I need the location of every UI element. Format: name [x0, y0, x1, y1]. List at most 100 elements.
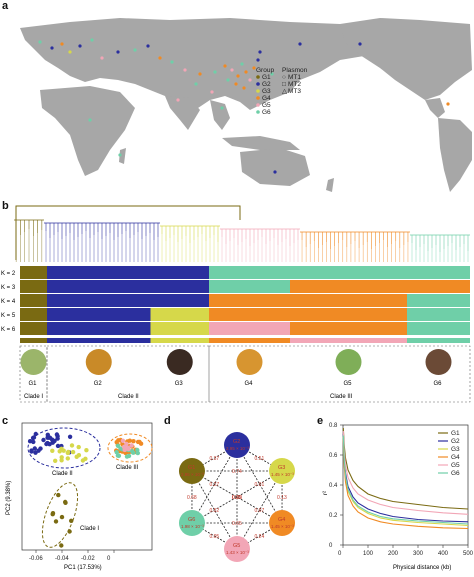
- legend-plasmon-symbol: △: [282, 88, 287, 95]
- k-label: K = 3: [1, 285, 16, 291]
- ld-line-g4: [342, 439, 469, 530]
- clade-iii-ellipse: [107, 433, 153, 463]
- pca-x-tick-label: -0.02: [81, 556, 95, 562]
- sample-point: [60, 42, 64, 46]
- sample-point: [100, 56, 104, 60]
- pca-point: [31, 435, 37, 440]
- group-bar-segment: [47, 338, 151, 343]
- network-node-g1: [178, 458, 205, 484]
- network-edge: [191, 444, 238, 524]
- ld-line-g5: [342, 430, 469, 515]
- pca-plot: Clade II Clade III Clade I -0.06 -0.04 -0.…: [6, 422, 153, 571]
- sample-point: [133, 48, 137, 52]
- pca-x-axis-label: PC1 (17.53%): [64, 565, 102, 571]
- network-edge: [191, 470, 238, 550]
- panel-label-e: e: [317, 415, 324, 427]
- sample-point: [226, 78, 230, 82]
- group-image-g2: [85, 349, 112, 375]
- sample-point: [446, 102, 450, 106]
- ld-legend-label: G6: [451, 470, 460, 477]
- pca-clade-iii-label: Clade III: [116, 465, 139, 471]
- admixture-block: [209, 322, 290, 335]
- sample-point: [116, 50, 120, 54]
- landmass-se-asia: [210, 100, 230, 130]
- network-node-group: G3: [278, 465, 285, 471]
- landmass-indonesia: [222, 136, 300, 150]
- clade-label: Clade I: [24, 394, 43, 400]
- admixture-block: [407, 308, 470, 321]
- ld-x-tick-label: 300: [413, 551, 424, 557]
- pca-point: [118, 446, 123, 451]
- sample-point: [234, 82, 238, 86]
- k-labels: K = 2 K = 3 K = 4 K = 5 K = 6: [1, 271, 16, 333]
- clade-iii-box: [208, 345, 471, 403]
- clade-i-ellipse: [41, 482, 79, 548]
- sample-point: [240, 62, 244, 66]
- network-node-value: 1.98 × 10⁻³: [181, 524, 204, 529]
- pca-point: [56, 492, 61, 498]
- group-color-bar: [20, 338, 470, 343]
- ld-legend-label: G5: [451, 462, 460, 469]
- diversity-network: 0.51 0.01 0.65 0.27 0.37 0.13 0.07 0.79 0.74 0.24…: [178, 432, 296, 562]
- network-edge-label: 0.65: [232, 495, 242, 501]
- group-label-g3: G3: [175, 381, 184, 387]
- network-edge-label: 0.22: [232, 495, 242, 501]
- network-edge-label: 0.13: [277, 495, 287, 501]
- pca-point: [45, 432, 50, 437]
- group-image-g6: [425, 349, 452, 375]
- pca-x-tick-label: -0.04: [55, 556, 69, 562]
- network-node-g3: [269, 458, 296, 484]
- ld-line-g6: [342, 435, 469, 525]
- pca-point: [55, 443, 61, 449]
- landmass-new-zealand: [326, 178, 334, 192]
- ld-decay-chart: 0 100 200 300 400 500 0 0.2 0.4 0.6 0.8 G1G2G3G4G5…: [323, 423, 474, 571]
- network-edge-label: 0.68: [187, 495, 197, 501]
- sample-point: [256, 58, 260, 62]
- sample-point: [273, 170, 277, 174]
- panel-label-d: d: [164, 415, 171, 427]
- map-panel: a: [0, 0, 474, 196]
- pca-point: [29, 449, 34, 454]
- group-bar-segment: [150, 338, 209, 343]
- landmass-madagascar: [119, 148, 126, 164]
- legend-swatch-g2: [256, 82, 260, 86]
- landmass-central-america: [425, 98, 445, 118]
- network-edge: [236, 444, 283, 524]
- sample-point: [170, 60, 174, 64]
- pca-point: [59, 543, 64, 548]
- clade-ii-ellipse: [27, 427, 101, 469]
- pca-point: [129, 448, 135, 454]
- sample-point: [298, 42, 302, 46]
- network-node-value: 1.45 × 10⁻³: [271, 472, 294, 477]
- network-edge-label: 0.01: [255, 482, 265, 488]
- group-image-g5: [335, 349, 362, 375]
- pca-point: [55, 436, 60, 441]
- pca-point: [124, 454, 130, 459]
- pca-point: [32, 446, 37, 451]
- admixture-block: [209, 266, 470, 279]
- network-edge-label: 0.74: [232, 469, 242, 475]
- network-node-group: G6: [188, 517, 195, 523]
- sample-point: [198, 72, 202, 76]
- k-label: K = 6: [1, 327, 16, 333]
- sample-point: [220, 106, 224, 110]
- network-edge-label: 0.07: [255, 508, 265, 514]
- network-edge-label: 0.05: [209, 534, 219, 540]
- pca-y-axis-label: PC2 (9.38%): [6, 481, 12, 515]
- network-edge-label: 0.65: [232, 521, 242, 527]
- sample-point: [358, 42, 362, 46]
- phylogenetic-tree: [14, 205, 470, 262]
- legend-plasmon-symbol: ○: [282, 74, 286, 81]
- pca-panel: c Clade II Clade III Clade I -0.06 -0.04-…: [0, 415, 160, 572]
- legend-label-g3: G3: [262, 88, 271, 95]
- sample-point: [248, 78, 252, 82]
- network-edge: [236, 470, 283, 550]
- pca-point: [124, 441, 129, 447]
- pca-point: [69, 518, 74, 523]
- admixture-block: [290, 280, 470, 293]
- sample-point: [158, 56, 162, 60]
- admixture-block: [47, 294, 209, 307]
- pca-x-ticks: -0.06 -0.04 -0.02 0: [29, 550, 115, 562]
- admixture-block: [209, 280, 290, 293]
